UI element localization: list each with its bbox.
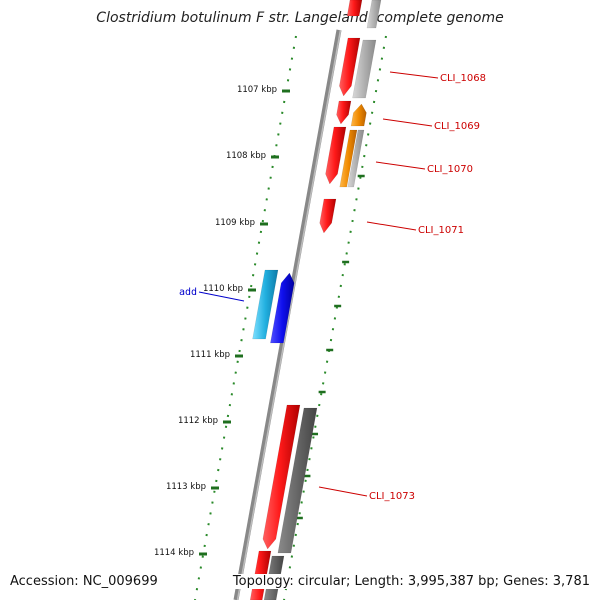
gene-arrow-cli1070-orange[interactable]	[339, 129, 358, 188]
gene-label[interactable]: CLI_1068	[440, 73, 486, 84]
scale-tick: 1112 kbp	[178, 416, 231, 426]
gene-arrow-cli1070-grey[interactable]	[347, 129, 365, 188]
gene-leader-line	[389, 71, 439, 79]
gene-leader-line	[382, 118, 433, 127]
genome-title: Clostridium botulinum F str. Langeland, …	[96, 10, 504, 26]
scale-tick-label: 1108 kbp	[226, 151, 266, 161]
gene-label-group[interactable]: CLI_1071	[366, 221, 464, 236]
gene-leader-line	[198, 291, 245, 302]
gene-arrow-cli1068-red[interactable]	[339, 37, 361, 97]
gene-arrow-cli1070-red[interactable]	[325, 126, 347, 185]
gene-label-group[interactable]: add	[179, 287, 245, 302]
scale-tick: 1110 kbp	[203, 284, 256, 294]
scale-tick-label: 1113 kbp	[166, 482, 206, 492]
scale-tick: 1113 kbp	[166, 482, 219, 492]
gene-label[interactable]: CLI_1071	[418, 225, 464, 236]
gene-arrow-top-red[interactable]	[346, 0, 363, 17]
gene-features	[249, 0, 382, 600]
gene-arrow-add-cyan[interactable]	[252, 269, 279, 340]
scale-tick: 1107 kbp	[237, 85, 290, 95]
scale-tick-label: 1111 kbp	[190, 350, 230, 360]
scale-tick-label: 1109 kbp	[215, 218, 255, 228]
gene-label[interactable]: CLI_1070	[427, 164, 473, 175]
scale-tick: 1108 kbp	[226, 151, 279, 161]
gene-label[interactable]: CLI_1073	[369, 491, 415, 502]
scale-tick-label: 1114 kbp	[154, 548, 194, 558]
scale-ticks: 1107 kbp 1108 kbp 1109 kbp 1110 kbp 1111 kbp…	[154, 85, 365, 558]
gene-arrow-cli1069-orange[interactable]	[350, 103, 367, 127]
gene-leader-line	[375, 161, 426, 170]
scale-tick: 1114 kbp	[154, 548, 207, 558]
gene-arrow-cli1068-grey[interactable]	[352, 39, 377, 99]
feature-tick-rail	[283, 35, 387, 600]
gene-arrow-add-blue[interactable]	[270, 272, 295, 344]
gene-arrow-cli1073-red[interactable]	[262, 404, 301, 550]
gene-label-group[interactable]: CLI_1070	[375, 161, 473, 175]
scale-tick-label: 1107 kbp	[237, 85, 277, 95]
gene-label-group[interactable]: CLI_1069	[382, 118, 480, 132]
scale-tick: 1111 kbp	[190, 350, 243, 360]
gene-leader-line	[318, 486, 368, 497]
scale-tick: 1109 kbp	[215, 218, 268, 228]
scale-tick-label: 1112 kbp	[178, 416, 218, 426]
accession-text: Accession: NC_009699	[10, 574, 158, 589]
gene-leader-line	[366, 221, 417, 231]
gene-label-group[interactable]: CLI_1068	[389, 71, 486, 84]
scale-tick-rail	[194, 35, 297, 600]
gene-arrow-cli1071-red[interactable]	[319, 198, 337, 234]
gene-arrow-cli1069-red[interactable]	[336, 100, 352, 125]
gene-arrow-top-grey[interactable]	[366, 0, 382, 29]
gene-label-group[interactable]: CLI_1073	[318, 486, 415, 502]
gene-arrow-cli1073-dark[interactable]	[277, 407, 318, 554]
genome-summary-text: Topology: circular; Length: 3,995,387 bp…	[228, 574, 590, 589]
gene-label[interactable]: CLI_1069	[434, 121, 480, 132]
scale-tick-label: 1110 kbp	[203, 284, 243, 294]
gene-label[interactable]: add	[179, 287, 197, 298]
